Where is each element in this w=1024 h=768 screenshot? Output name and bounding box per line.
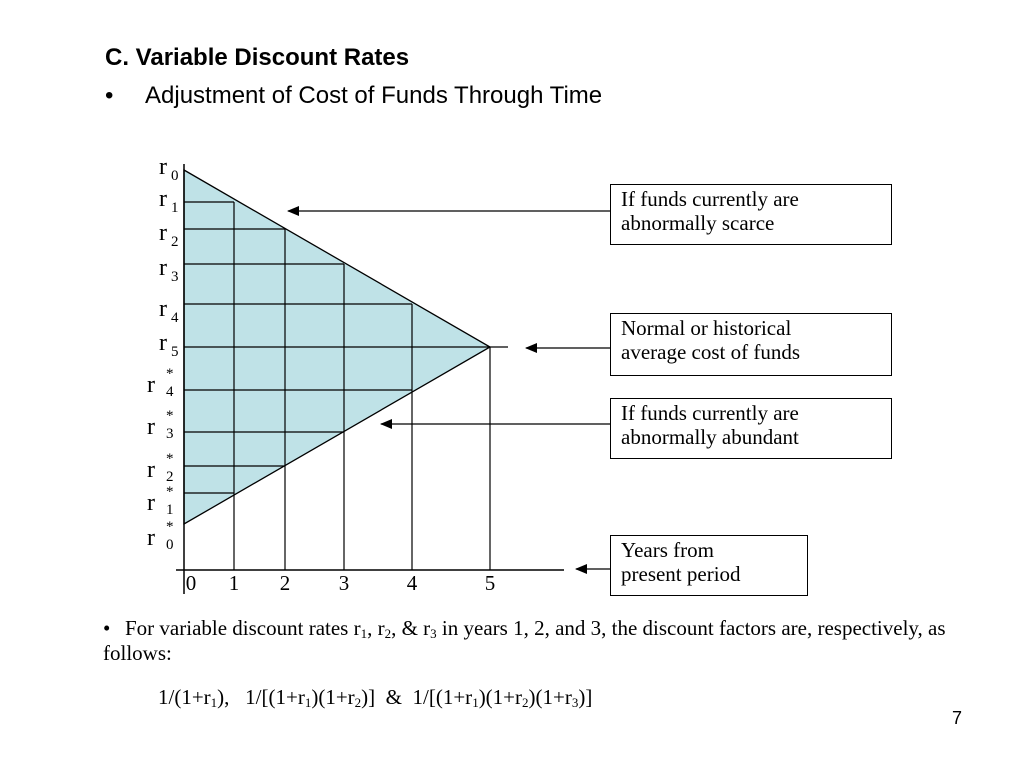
y-label-subscript: 4 bbox=[171, 310, 179, 326]
callout-abundant-line2: abnormally abundant bbox=[621, 425, 799, 449]
y-label-base: r bbox=[147, 372, 155, 398]
y-label-star: * bbox=[166, 484, 174, 500]
subscript: 3 bbox=[571, 695, 579, 710]
slide-subtitle-bullet: • Adjustment of Cost of Funds Through Tim… bbox=[105, 82, 602, 110]
callout-years: Years from present period bbox=[610, 535, 808, 596]
x-tick-label: 3 bbox=[339, 571, 350, 595]
formula-part: 1/[(1+r bbox=[245, 685, 305, 709]
subtitle-text: Adjustment of Cost of Funds Through Time bbox=[145, 82, 603, 109]
formula-part: ), bbox=[217, 685, 230, 709]
y-label-subscript: 2 bbox=[171, 234, 179, 250]
y-axis-labels: r 0r 1r 2r 3r 4r 5r *4r *3r *2r *1r *0 bbox=[147, 154, 179, 553]
y-label-base: r bbox=[159, 220, 167, 246]
slide-title: C. Variable Discount Rates bbox=[105, 44, 410, 71]
formula-part: )(1+r bbox=[478, 685, 523, 709]
y-label-star: * bbox=[166, 519, 174, 535]
bottom-text-part: For variable discount rates r bbox=[125, 616, 361, 640]
y-label-star: * bbox=[166, 408, 174, 424]
callout-normal-line2: average cost of funds bbox=[621, 340, 801, 364]
bottom-text-part: , & r bbox=[391, 616, 431, 640]
y-label-base: r bbox=[147, 490, 155, 516]
y-label-base: r bbox=[159, 186, 167, 212]
bullet-marker: • bbox=[105, 82, 114, 109]
y-label-subscript: 4 bbox=[166, 384, 174, 400]
callout-years-line1: Years from bbox=[621, 538, 714, 562]
callout-normal-line1: Normal or historical bbox=[621, 316, 792, 340]
subscript: 1 bbox=[304, 695, 312, 710]
y-label-subscript: 3 bbox=[166, 426, 174, 442]
x-tick-label: 2 bbox=[280, 571, 291, 595]
y-label-subscript: 5 bbox=[171, 344, 179, 360]
subscript: 2 bbox=[354, 695, 362, 710]
y-label-base: r bbox=[147, 457, 155, 483]
y-label-base: r bbox=[159, 255, 167, 281]
bottom-bullet: • For variable discount rates r1, r2, & r… bbox=[103, 616, 963, 666]
callout-scarce-line2: abnormally scarce bbox=[621, 211, 775, 235]
x-tick-label: 1 bbox=[229, 571, 240, 595]
subscript: 3 bbox=[430, 626, 437, 641]
bottom-text-part: in years 1, 2, and 3, the discount facto… bbox=[103, 616, 946, 665]
bottom-text-part: , r bbox=[367, 616, 385, 640]
x-tick-label: 0 bbox=[186, 571, 197, 595]
grid-lines bbox=[184, 201, 508, 570]
callout-normal: Normal or historical average cost of fun… bbox=[610, 313, 892, 376]
y-label-star: * bbox=[166, 451, 174, 467]
callout-scarce: If funds currently are abnormally scarce bbox=[610, 184, 892, 245]
y-label-base: r bbox=[159, 330, 167, 356]
x-axis-labels: 0 1 2 3 4 5 bbox=[186, 571, 496, 595]
page-number: 7 bbox=[952, 708, 963, 728]
formula-part: )(1+r bbox=[528, 685, 572, 709]
subscript: 2 bbox=[522, 695, 529, 710]
formula-part: )] bbox=[578, 685, 593, 709]
callout-abundant: If funds currently are abnormally abunda… bbox=[610, 398, 892, 459]
subscript: 1 bbox=[360, 626, 368, 641]
discount-factor-formulas: 1/(1+r1), 1/[(1+r1)(1+r2)] & 1/[(1+r1)(1… bbox=[158, 685, 592, 710]
bottom-bullet-marker: • bbox=[103, 616, 111, 640]
y-label-subscript: 1 bbox=[166, 502, 174, 518]
subscript: 1 bbox=[472, 695, 479, 710]
y-label-subscript: 0 bbox=[166, 537, 174, 553]
y-label-star: * bbox=[166, 366, 174, 382]
x-tick-label: 5 bbox=[485, 571, 496, 595]
y-label-base: r bbox=[147, 414, 155, 440]
x-tick-label: 4 bbox=[407, 571, 418, 595]
callout-scarce-line1: If funds currently are bbox=[621, 187, 799, 211]
y-label-base: r bbox=[147, 525, 155, 551]
formula-part: )] bbox=[361, 685, 376, 709]
formula-part: 1/(1+r bbox=[158, 685, 211, 709]
y-label-subscript: 0 bbox=[171, 168, 179, 184]
y-label-subscript: 3 bbox=[171, 269, 179, 285]
formula-part: 1/[(1+r bbox=[412, 685, 473, 709]
y-label-base: r bbox=[159, 296, 167, 322]
y-label-subscript: 1 bbox=[171, 200, 179, 216]
formula-ampersand: & bbox=[385, 685, 403, 709]
callout-years-line2: present period bbox=[621, 562, 741, 586]
callout-abundant-line1: If funds currently are bbox=[621, 401, 799, 425]
y-label-subscript: 2 bbox=[166, 469, 174, 485]
y-label-base: r bbox=[159, 154, 167, 180]
subscript: 1 bbox=[210, 695, 218, 710]
formula-part: )(1+r bbox=[311, 685, 355, 709]
subscript: 2 bbox=[384, 626, 392, 641]
